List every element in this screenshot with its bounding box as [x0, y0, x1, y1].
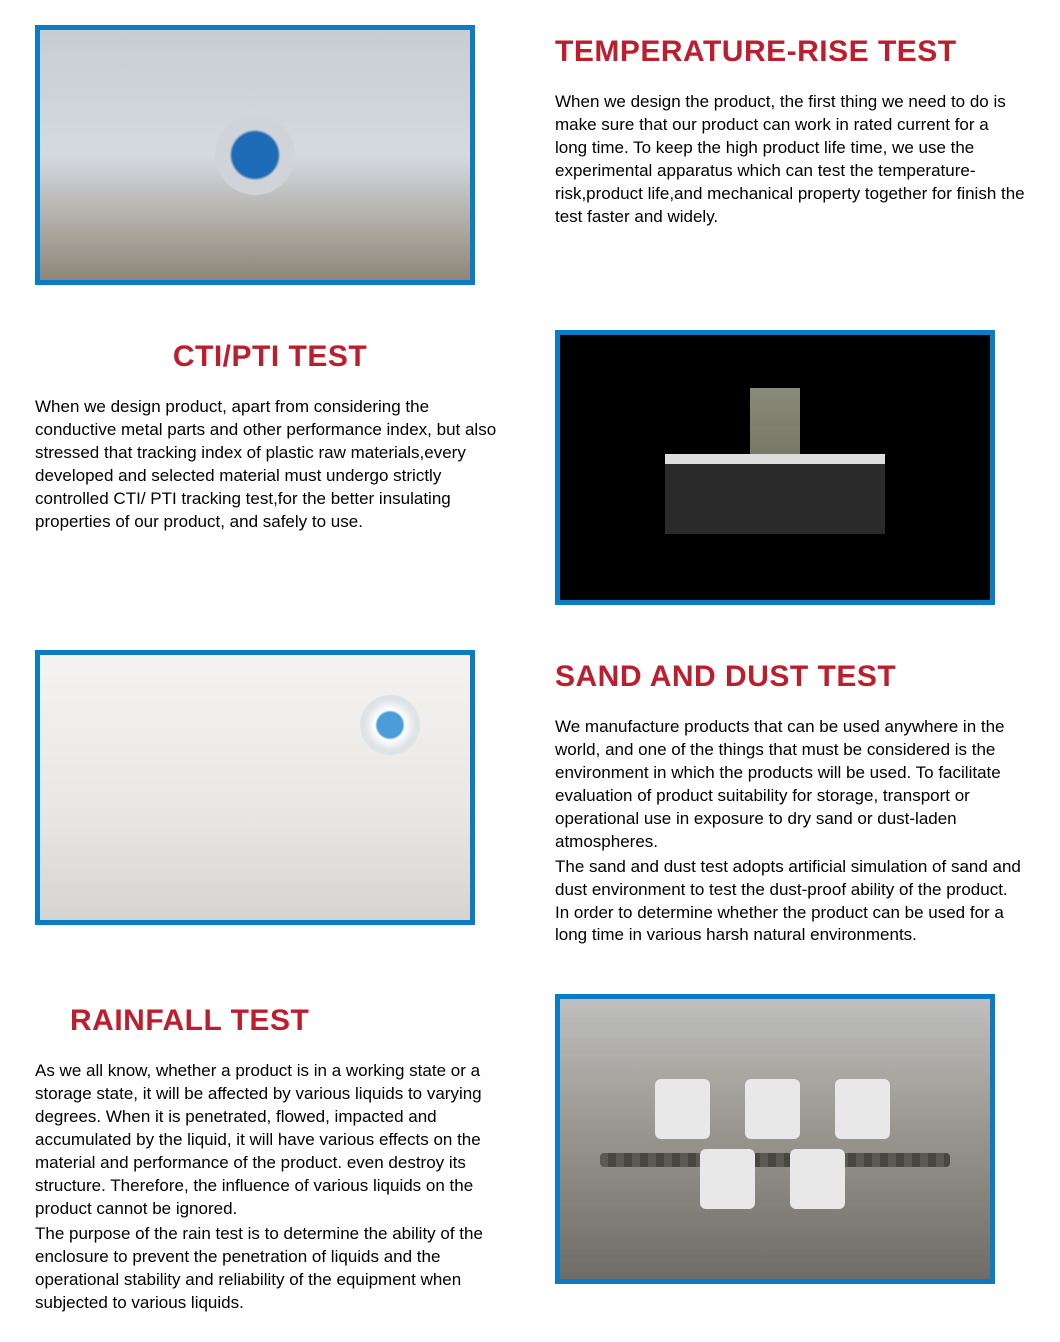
image-column: [555, 994, 1025, 1284]
body-rainfall-p1: As we all know, whether a product is in …: [35, 1060, 505, 1221]
section-temperature-rise: TEMPERATURE-RISE TEST When we design the…: [35, 25, 1025, 285]
body-rainfall: As we all know, whether a product is in …: [35, 1060, 505, 1314]
section-sand-dust: SAND AND DUST TEST We manufacture produc…: [35, 650, 1025, 949]
image-frame-temperature-rise: [35, 25, 475, 285]
image-cti-pti: [560, 335, 990, 600]
text-column: CTI/PTI TEST When we design product, apa…: [35, 330, 505, 534]
body-cti-pti: When we design product, apart from consi…: [35, 396, 505, 534]
image-column: [555, 330, 1025, 605]
section-rainfall: RAINFALL TEST As we all know, whether a …: [35, 994, 1025, 1316]
body-sand-dust: We manufacture products that can be used…: [555, 716, 1025, 947]
image-column: [35, 650, 505, 925]
section-cti-pti: CTI/PTI TEST When we design product, apa…: [35, 330, 1025, 605]
image-frame-rainfall: [555, 994, 995, 1284]
body-sand-dust-p2: The sand and dust test adopts artificial…: [555, 856, 1025, 948]
title-temperature-rise: TEMPERATURE-RISE TEST: [555, 35, 1025, 69]
text-column: RAINFALL TEST As we all know, whether a …: [35, 994, 505, 1316]
image-rainfall: [560, 999, 990, 1279]
image-frame-sand-dust: [35, 650, 475, 925]
image-column: [35, 25, 505, 285]
body-sand-dust-p1: We manufacture products that can be used…: [555, 716, 1025, 854]
image-temperature-rise: [40, 30, 470, 280]
title-sand-dust: SAND AND DUST TEST: [555, 660, 1025, 694]
body-rainfall-p2: The purpose of the rain test is to deter…: [35, 1223, 505, 1315]
title-rainfall: RAINFALL TEST: [35, 1004, 505, 1038]
title-cti-pti: CTI/PTI TEST: [35, 340, 505, 374]
image-sand-dust: [40, 655, 470, 920]
text-column: TEMPERATURE-RISE TEST When we design the…: [555, 25, 1025, 229]
text-column: SAND AND DUST TEST We manufacture produc…: [555, 650, 1025, 949]
body-temperature-rise: When we design the product, the first th…: [555, 91, 1025, 229]
image-frame-cti-pti: [555, 330, 995, 605]
